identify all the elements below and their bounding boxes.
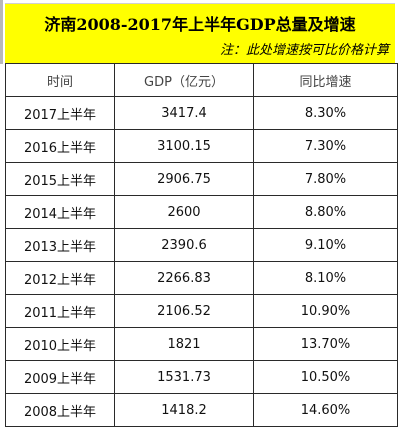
table-row: 2013上半年 2390.6 9.10% xyxy=(5,228,398,262)
gdp-cell[interactable]: 2906.75 xyxy=(114,162,254,196)
period-cell[interactable]: 2011上半年 xyxy=(5,294,115,328)
column-header-growth[interactable]: 同比增速 xyxy=(253,63,398,97)
table-title: 济南2008-2017年上半年GDP总量及增速 xyxy=(44,15,356,34)
period-cell[interactable]: 2014上半年 xyxy=(5,195,115,229)
table-row: 2016上半年 3100.15 7.30% xyxy=(5,129,398,163)
table-row: 2010上半年 1821 13.70% xyxy=(5,327,398,361)
gdp-cell[interactable]: 1821 xyxy=(114,327,254,361)
period-cell[interactable]: 2013上半年 xyxy=(5,228,115,262)
gdp-cell[interactable]: 1531.73 xyxy=(114,360,254,394)
gdp-cell[interactable]: 2106.52 xyxy=(114,294,254,328)
growth-cell[interactable]: 14.60% xyxy=(253,393,398,427)
row-header-edge xyxy=(0,0,3,64)
title-block: 济南2008-2017年上半年GDP总量及增速 注：此处增速按可比价格计算 xyxy=(5,3,395,63)
period-cell[interactable]: 2009上半年 xyxy=(5,360,115,394)
period-cell[interactable]: 2016上半年 xyxy=(5,129,115,163)
growth-cell[interactable]: 8.30% xyxy=(253,96,398,130)
table-row: 2012上半年 2266.83 8.10% xyxy=(5,261,398,295)
period-cell[interactable]: 2017上半年 xyxy=(5,96,115,130)
table-row: 2014上半年 2600 8.80% xyxy=(5,195,398,229)
growth-cell[interactable]: 8.10% xyxy=(253,261,398,295)
table-note: 注：此处增速按可比价格计算 xyxy=(219,43,389,58)
gdp-cell[interactable]: 1418.2 xyxy=(114,393,254,427)
growth-cell[interactable]: 7.80% xyxy=(253,162,398,196)
growth-cell[interactable]: 13.70% xyxy=(253,327,398,361)
gdp-cell[interactable]: 2266.83 xyxy=(114,261,254,295)
period-cell[interactable]: 2012上半年 xyxy=(5,261,115,295)
column-header-gdp[interactable]: GDP（亿元） xyxy=(114,63,254,97)
table-row: 2008上半年 1418.2 14.60% xyxy=(5,393,398,427)
gdp-table: 时间 GDP（亿元） 同比增速 2017上半年 3417.4 8.30% 201… xyxy=(5,63,398,427)
growth-cell[interactable]: 9.10% xyxy=(253,228,398,262)
table-row: 2009上半年 1531.73 10.50% xyxy=(5,360,398,394)
gdp-cell[interactable]: 3100.15 xyxy=(114,129,254,163)
table-row: 2017上半年 3417.4 8.30% xyxy=(5,96,398,130)
period-cell[interactable]: 2015上半年 xyxy=(5,162,115,196)
header-row: 时间 GDP（亿元） 同比增速 xyxy=(5,63,398,97)
period-cell[interactable]: 2010上半年 xyxy=(5,327,115,361)
growth-cell[interactable]: 8.80% xyxy=(253,195,398,229)
column-header-period[interactable]: 时间 xyxy=(5,63,115,97)
gdp-cell[interactable]: 2600 xyxy=(114,195,254,229)
table-row: 2011上半年 2106.52 10.90% xyxy=(5,294,398,328)
table-row: 2015上半年 2906.75 7.80% xyxy=(5,162,398,196)
growth-cell[interactable]: 7.30% xyxy=(253,129,398,163)
growth-cell[interactable]: 10.90% xyxy=(253,294,398,328)
growth-cell[interactable]: 10.50% xyxy=(253,360,398,394)
period-cell[interactable]: 2008上半年 xyxy=(5,393,115,427)
gdp-cell[interactable]: 2390.6 xyxy=(114,228,254,262)
gdp-cell[interactable]: 3417.4 xyxy=(114,96,254,130)
